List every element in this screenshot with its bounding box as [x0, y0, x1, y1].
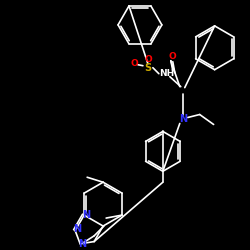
Text: N: N: [82, 210, 90, 220]
Text: O: O: [130, 59, 138, 68]
Text: O: O: [169, 52, 177, 61]
Text: N: N: [179, 114, 187, 124]
Text: O: O: [144, 55, 152, 64]
Text: N: N: [78, 239, 86, 249]
Text: NH: NH: [159, 69, 174, 78]
Text: S: S: [144, 63, 152, 73]
Text: N: N: [73, 224, 81, 234]
